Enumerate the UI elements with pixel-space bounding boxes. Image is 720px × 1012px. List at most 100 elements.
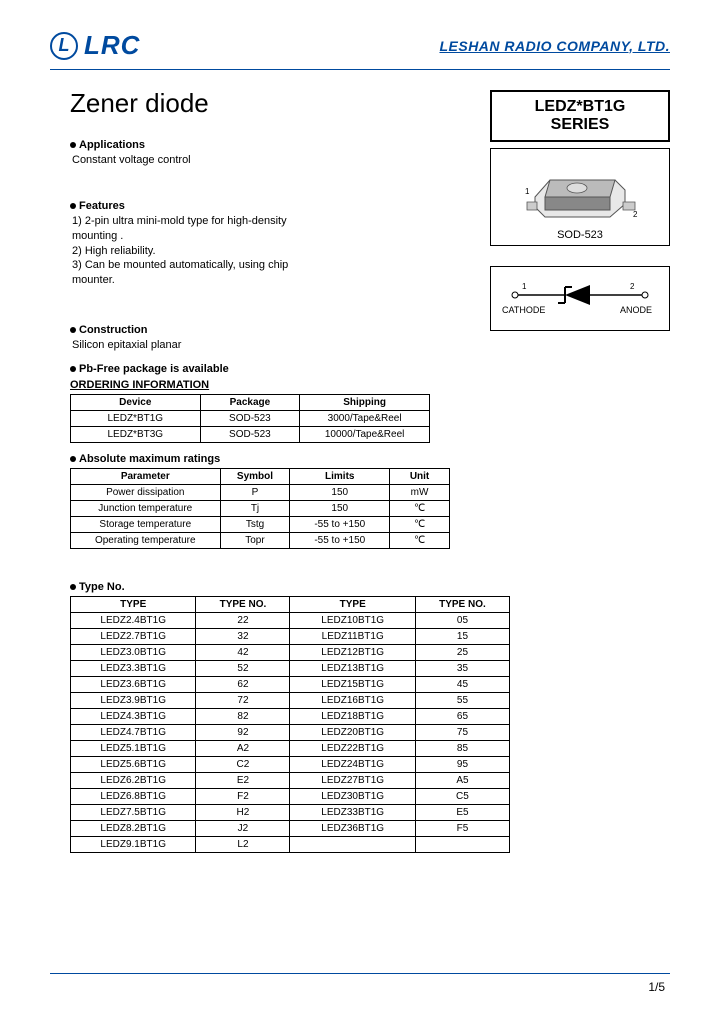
table-header: Device [71, 394, 201, 410]
table-header: Symbol [220, 468, 290, 484]
table-cell: LEDZ11BT1G [290, 628, 415, 644]
table-cell: 52 [196, 660, 290, 676]
table-cell: LEDZ6.8BT1G [71, 788, 196, 804]
table-row: Power dissipationP150mW [71, 484, 450, 500]
footer-rule [50, 973, 670, 974]
table-cell: 150 [290, 484, 390, 500]
table-row: LEDZ3.0BT1G42LEDZ12BT1G25 [71, 644, 510, 660]
table-cell: 15 [415, 628, 509, 644]
main-content: Zener diode Applications Constant voltag… [50, 88, 670, 853]
table-row: LEDZ4.3BT1G82LEDZ18BT1G65 [71, 708, 510, 724]
table-cell: LEDZ3.6BT1G [71, 676, 196, 692]
table-cell: LEDZ36BT1G [290, 820, 415, 836]
ratings-head: Absolute maximum ratings [70, 453, 670, 465]
table-cell: P [220, 484, 290, 500]
logo: L LRC [50, 30, 140, 61]
table-row: Operating temperatureTopr-55 to +150℃ [71, 532, 450, 548]
table-cell: LEDZ16BT1G [290, 692, 415, 708]
table-cell: 55 [415, 692, 509, 708]
table-cell: Tstg [220, 516, 290, 532]
table-row: Junction temperatureTj150℃ [71, 500, 450, 516]
table-cell: LEDZ5.1BT1G [71, 740, 196, 756]
table-header: Shipping [300, 394, 430, 410]
feature-item: 3) Can be mounted automatically, using c… [72, 258, 332, 288]
table-cell: F5 [415, 820, 509, 836]
page-title: Zener diode [70, 88, 670, 119]
table-cell: ℃ [390, 532, 450, 548]
table-cell: ℃ [390, 500, 450, 516]
table-header: TYPE [71, 596, 196, 612]
table-cell: J2 [196, 820, 290, 836]
table-row: LEDZ6.2BT1GE2LEDZ27BT1GA5 [71, 772, 510, 788]
table-header: Package [200, 394, 300, 410]
table-cell: 75 [415, 724, 509, 740]
company-name: LESHAN RADIO COMPANY, LTD. [439, 38, 670, 54]
table-cell: LEDZ9.1BT1G [71, 836, 196, 852]
table-row: LEDZ4.7BT1G92LEDZ20BT1G75 [71, 724, 510, 740]
table-row: LEDZ*BT1GSOD-5233000/Tape&Reel [71, 410, 430, 426]
table-header: TYPE NO. [415, 596, 509, 612]
table-cell: 3000/Tape&Reel [300, 410, 430, 426]
table-header: Limits [290, 468, 390, 484]
page-header: L LRC LESHAN RADIO COMPANY, LTD. [50, 30, 670, 61]
table-cell: C5 [415, 788, 509, 804]
table-row: LEDZ3.6BT1G62LEDZ15BT1G45 [71, 676, 510, 692]
table-cell: LEDZ18BT1G [290, 708, 415, 724]
table-cell: LEDZ24BT1G [290, 756, 415, 772]
table-cell: 42 [196, 644, 290, 660]
table-cell: 72 [196, 692, 290, 708]
table-cell: LEDZ5.6BT1G [71, 756, 196, 772]
table-cell [415, 836, 509, 852]
ratings-table: ParameterSymbolLimitsUnitPower dissipati… [70, 468, 450, 549]
table-cell: LEDZ3.0BT1G [71, 644, 196, 660]
feature-item: 2) High reliability. [72, 244, 332, 259]
table-row: LEDZ2.7BT1G32LEDZ11BT1G15 [71, 628, 510, 644]
table-header: TYPE [290, 596, 415, 612]
table-cell: A2 [196, 740, 290, 756]
table-cell: 05 [415, 612, 509, 628]
table-cell: 10000/Tape&Reel [300, 426, 430, 442]
table-header: Unit [390, 468, 450, 484]
table-cell: 82 [196, 708, 290, 724]
construction-body: Silicon epitaxial planar [72, 338, 670, 353]
table-cell: LEDZ27BT1G [290, 772, 415, 788]
table-cell: LEDZ2.7BT1G [71, 628, 196, 644]
table-cell: LEDZ*BT1G [71, 410, 201, 426]
table-header: Parameter [71, 468, 221, 484]
table-row: LEDZ3.9BT1G72LEDZ16BT1G55 [71, 692, 510, 708]
table-row: Storage temperatureTstg-55 to +150℃ [71, 516, 450, 532]
table-cell: LEDZ4.3BT1G [71, 708, 196, 724]
table-cell: 65 [415, 708, 509, 724]
logo-text: LRC [84, 30, 140, 61]
header-rule [50, 69, 670, 70]
table-cell: ℃ [390, 516, 450, 532]
table-cell: LEDZ12BT1G [290, 644, 415, 660]
ordering-table: DevicePackageShippingLEDZ*BT1GSOD-523300… [70, 394, 430, 443]
table-cell: 95 [415, 756, 509, 772]
table-cell: LEDZ3.3BT1G [71, 660, 196, 676]
table-cell: 45 [415, 676, 509, 692]
table-cell: F2 [196, 788, 290, 804]
page-number: 1/5 [648, 980, 665, 994]
table-cell: Operating temperature [71, 532, 221, 548]
table-cell: LEDZ33BT1G [290, 804, 415, 820]
applications-body: Constant voltage control [72, 153, 670, 168]
table-cell: 62 [196, 676, 290, 692]
table-cell: 92 [196, 724, 290, 740]
table-cell: C2 [196, 756, 290, 772]
typeno-head: Type No. [70, 581, 670, 593]
table-row: LEDZ5.1BT1GA2LEDZ22BT1G85 [71, 740, 510, 756]
table-cell: LEDZ2.4BT1G [71, 612, 196, 628]
type-table: TYPETYPE NO.TYPETYPE NO.LEDZ2.4BT1G22LED… [70, 596, 510, 853]
table-cell: LEDZ4.7BT1G [71, 724, 196, 740]
table-cell: Power dissipation [71, 484, 221, 500]
table-cell: SOD-523 [200, 410, 300, 426]
table-cell: Storage temperature [71, 516, 221, 532]
logo-icon: L [50, 32, 78, 60]
table-cell: 25 [415, 644, 509, 660]
table-cell: -55 to +150 [290, 532, 390, 548]
table-cell: E5 [415, 804, 509, 820]
table-cell: LEDZ22BT1G [290, 740, 415, 756]
table-cell: LEDZ8.2BT1G [71, 820, 196, 836]
table-cell: Topr [220, 532, 290, 548]
